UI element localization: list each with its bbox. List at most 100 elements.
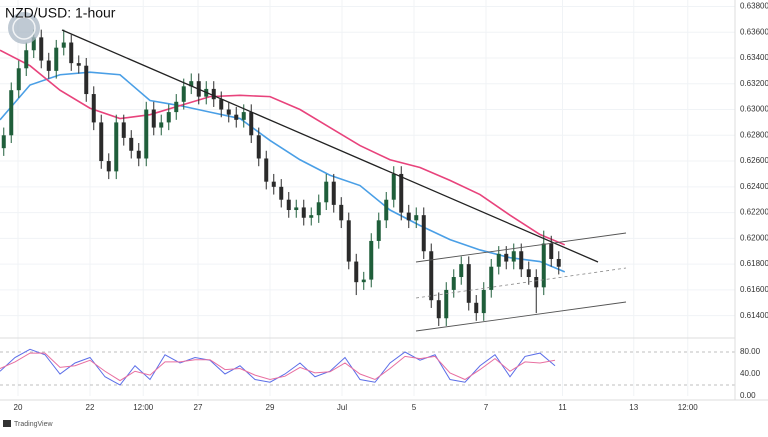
candle-body	[391, 173, 396, 200]
candle-body	[286, 199, 291, 211]
candle-body	[46, 60, 51, 71]
channel-upper	[415, 232, 627, 263]
candle-body	[106, 161, 111, 172]
candle-body	[24, 50, 29, 69]
candle-body	[556, 258, 561, 267]
candle-body	[84, 65, 89, 95]
candle-body	[526, 269, 531, 278]
candle-body	[151, 109, 156, 128]
candle-body	[294, 207, 299, 211]
grid: 0.61400 0.61600 0.61800 0.62000 0.62200 0.624…	[0, 0, 768, 412]
y-tick-label: 0.63200	[740, 79, 768, 88]
chart-title: NZD/USD: 1-hour	[5, 5, 116, 21]
candle-body	[451, 277, 456, 290]
x-tick-label: 5	[412, 403, 417, 412]
candle-body	[61, 42, 66, 48]
candle-body	[144, 109, 149, 159]
candle-body	[249, 112, 254, 136]
y-tick-label: 0.63600	[740, 27, 768, 36]
candle-body	[159, 122, 164, 128]
candle-body	[16, 68, 21, 91]
candle-body	[399, 173, 404, 213]
candle-body	[271, 181, 276, 187]
candle-body	[504, 253, 509, 262]
y-tick-label: 40.00	[740, 369, 761, 378]
candle-body	[354, 261, 359, 283]
candle-body	[181, 86, 186, 102]
candle-body	[309, 215, 314, 218]
y-tick-label: 0.61800	[740, 259, 768, 268]
y-tick-label: 0.62800	[740, 130, 768, 139]
brand-icon	[3, 420, 11, 427]
x-tick-label: 29	[266, 403, 275, 412]
candle-body	[301, 207, 306, 218]
trend-line	[61, 29, 599, 263]
x-tick-label: 27	[194, 403, 203, 412]
candle-body	[339, 204, 344, 221]
x-tick-label: 20	[14, 403, 23, 412]
candle-body	[511, 251, 516, 262]
candle-body	[384, 199, 389, 221]
candle-body	[114, 122, 119, 172]
candle-body	[361, 279, 366, 283]
candle-body	[369, 240, 374, 280]
x-tick-label: 13	[629, 403, 638, 412]
candle-body	[414, 215, 419, 221]
candle-body	[129, 137, 134, 151]
candle-body	[474, 302, 479, 314]
candle-body	[39, 37, 44, 61]
candle-body	[234, 114, 239, 120]
candle-body	[69, 42, 74, 64]
x-tick-label: Jul	[337, 403, 347, 412]
y-tick-label: 80.00	[740, 347, 761, 356]
candle-body	[136, 150, 141, 159]
candle-body	[444, 289, 449, 319]
y-tick-label: 0.63000	[740, 105, 768, 114]
candle-body	[324, 181, 329, 203]
candle-body	[31, 37, 36, 51]
candle-body	[189, 81, 194, 87]
candle-body	[346, 220, 351, 262]
candle-body	[174, 101, 179, 113]
rsi-line	[0, 352, 556, 382]
candle-body	[219, 99, 224, 110]
candle-body	[76, 63, 81, 66]
candle-body	[406, 212, 411, 221]
candle-body	[1, 135, 6, 149]
x-tick-label: 22	[86, 403, 95, 412]
candle-body	[256, 135, 261, 159]
y-tick-label: 0.62400	[740, 182, 768, 191]
candle-body	[459, 264, 464, 278]
candle-body	[121, 122, 126, 138]
candle-body	[91, 94, 96, 123]
y-tick-label: 0.63800	[740, 2, 768, 11]
y-tick-label: 0.61400	[740, 311, 768, 320]
candle-body	[226, 109, 231, 115]
candle-body	[496, 253, 501, 267]
candle-body	[481, 289, 486, 314]
moving-average	[0, 71, 566, 273]
candle-body	[549, 243, 554, 259]
y-tick-label: 0.63400	[740, 53, 768, 62]
candle-body	[241, 112, 246, 120]
candle-body	[211, 88, 216, 100]
candle-body	[436, 300, 441, 319]
logo-ring	[12, 16, 36, 40]
candle-body	[264, 158, 269, 182]
candle-body	[279, 186, 284, 200]
candle-body	[9, 90, 14, 136]
y-tick-label: 0.62200	[740, 208, 768, 217]
candle-body	[519, 251, 524, 270]
plot	[0, 29, 566, 386]
candle-body	[466, 264, 471, 303]
candle-body	[316, 202, 321, 216]
channel-lower	[415, 301, 627, 332]
brand: TradingView	[14, 421, 53, 428]
x-tick-label: 7	[484, 403, 489, 412]
candle-body	[376, 220, 381, 241]
x-tick-label: 11	[558, 403, 567, 412]
y-tick-label: 0.62600	[740, 156, 768, 165]
candle-body	[331, 181, 336, 205]
